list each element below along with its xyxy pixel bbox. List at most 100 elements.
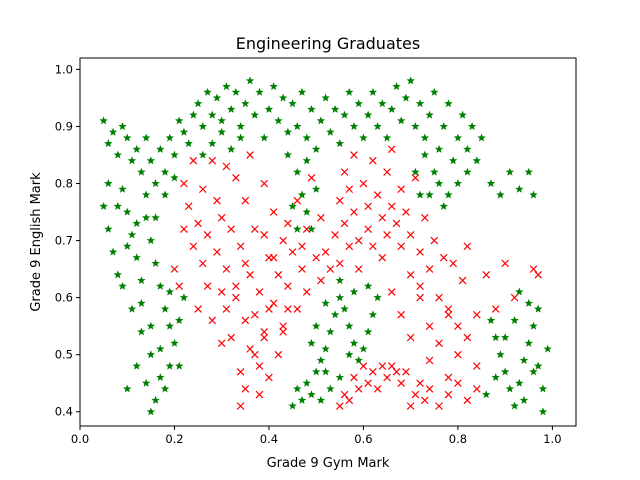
data-point-star — [345, 87, 354, 96]
data-point-x — [321, 248, 330, 256]
data-point-x — [378, 213, 387, 222]
data-point-star — [297, 87, 307, 96]
data-point-star — [293, 384, 302, 393]
data-point-star — [198, 122, 207, 131]
data-point-star — [430, 167, 439, 176]
data-point-x — [189, 156, 198, 165]
data-point-star — [415, 99, 425, 108]
data-point-star — [307, 224, 316, 233]
data-point-x — [482, 270, 491, 279]
data-point-x — [265, 305, 273, 313]
data-point-x — [255, 390, 264, 399]
data-point-star — [453, 133, 463, 142]
data-point-star — [335, 373, 344, 382]
data-point-x — [232, 293, 240, 302]
data-point-x — [175, 282, 184, 291]
data-point-x — [416, 293, 424, 302]
data-point-star — [198, 150, 207, 159]
data-point-star — [118, 184, 127, 193]
data-point-x — [364, 379, 372, 388]
data-point-x — [269, 299, 278, 308]
x-axis: 0.0 0.2 0.4 0.6 0.8 1.0 — [71, 426, 562, 446]
data-point-x — [354, 236, 363, 245]
data-point-x — [284, 219, 292, 228]
data-point-x — [213, 196, 221, 205]
data-point-x — [298, 265, 306, 273]
data-point-star — [302, 207, 311, 216]
data-point-x — [246, 270, 254, 279]
data-point-star — [496, 350, 505, 359]
data-point-x — [406, 402, 415, 410]
data-point-star — [264, 104, 274, 113]
data-point-x — [189, 242, 198, 251]
data-point-star — [406, 76, 415, 85]
data-point-star — [543, 344, 552, 353]
data-point-star — [151, 259, 160, 267]
data-point-star — [283, 150, 293, 159]
data-point-x — [331, 231, 339, 239]
data-point-x — [302, 225, 311, 233]
data-point-x — [472, 310, 481, 319]
data-point-x — [312, 253, 321, 262]
data-point-star — [316, 116, 326, 125]
data-point-star — [392, 82, 401, 91]
data-point-star — [491, 333, 500, 342]
data-point-star — [99, 116, 108, 125]
data-point-x — [241, 316, 250, 325]
data-point-x — [250, 350, 259, 359]
data-point-star — [434, 144, 444, 153]
data-point-star — [340, 304, 349, 313]
data-point-x — [274, 270, 283, 279]
data-point-star — [123, 133, 132, 142]
data-point-x — [255, 288, 264, 296]
data-point-x — [529, 265, 538, 273]
data-point-x — [458, 276, 467, 285]
data-point-star — [316, 395, 326, 404]
data-point-x — [387, 145, 396, 154]
data-point-x — [416, 379, 424, 388]
data-point-star — [156, 281, 165, 290]
data-point-x — [439, 253, 448, 262]
data-point-star — [463, 144, 472, 153]
data-point-x — [326, 265, 335, 273]
data-point-x — [260, 231, 269, 239]
data-point-star — [170, 150, 179, 159]
data-point-star — [160, 304, 170, 313]
data-point-x — [350, 373, 358, 382]
data-point-star — [340, 110, 349, 119]
data-point-star — [160, 384, 170, 393]
data-point-star — [397, 116, 406, 125]
data-point-x — [383, 231, 391, 239]
data-point-x — [279, 322, 287, 330]
data-point-star — [373, 293, 382, 302]
data-point-x — [411, 390, 420, 399]
data-point-star — [231, 87, 241, 96]
data-point-x — [416, 248, 424, 256]
data-point-x — [246, 345, 254, 353]
data-point-star — [113, 270, 122, 279]
data-point-star — [269, 82, 278, 91]
data-point-x — [260, 179, 269, 188]
data-point-x — [335, 196, 344, 205]
data-point-star — [184, 139, 193, 148]
data-point-star — [297, 190, 307, 199]
data-point-x — [302, 288, 311, 296]
data-point-star — [165, 361, 174, 370]
data-point-x — [222, 265, 231, 273]
data-point-star — [420, 150, 430, 159]
data-point-star — [463, 167, 472, 176]
data-point-star — [137, 276, 146, 285]
data-point-x — [345, 396, 354, 405]
data-point-star — [458, 110, 467, 119]
data-point-star — [156, 373, 165, 382]
data-point-star — [141, 213, 151, 222]
data-point-x — [222, 162, 231, 171]
data-point-star — [104, 139, 113, 148]
data-point-star — [165, 287, 174, 296]
data-point-star — [477, 133, 486, 142]
y-axis-label: Grade 9 English Mark — [29, 172, 44, 312]
data-point-star — [312, 367, 321, 376]
data-point-x — [269, 253, 278, 262]
data-point-x — [373, 191, 382, 199]
data-point-star — [401, 93, 411, 102]
